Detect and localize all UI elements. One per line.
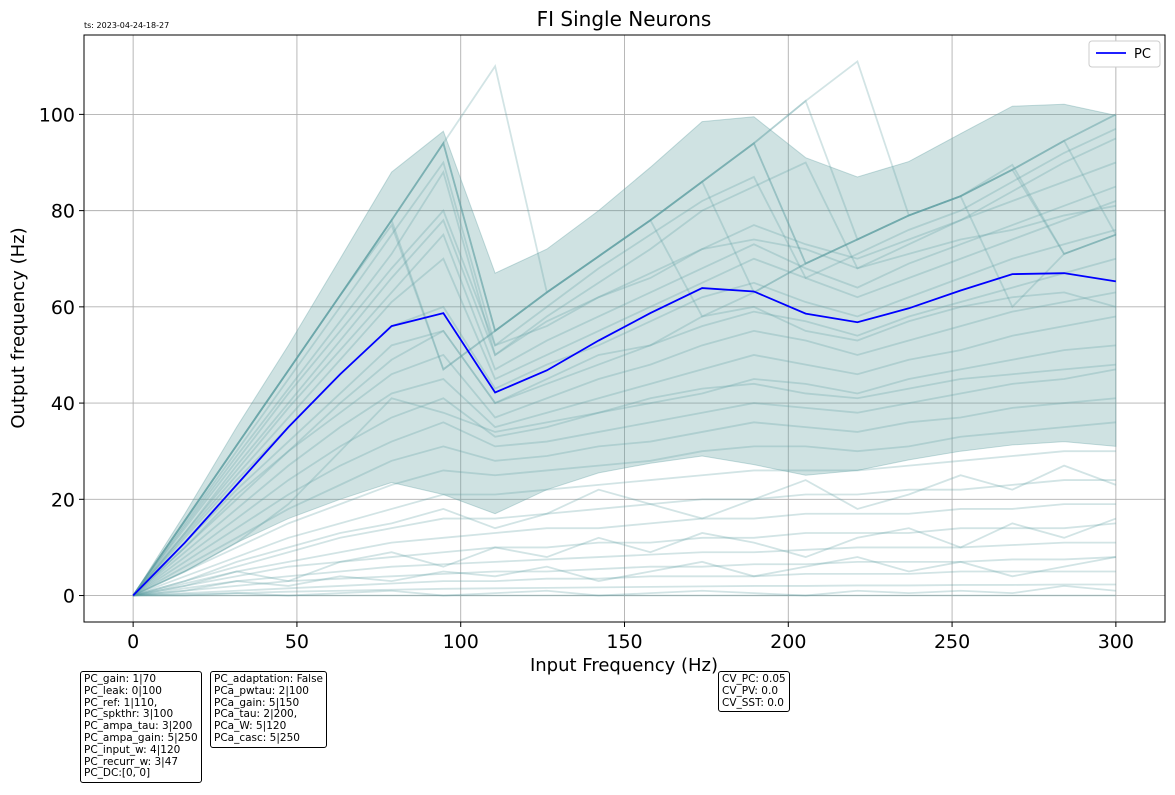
neuron-line	[132, 397, 1116, 597]
neuron-line	[132, 421, 1116, 597]
info-line: PC_input_w: 4|120	[84, 743, 181, 756]
x-tick-label: 100	[443, 631, 479, 653]
y-tick-label: 0	[63, 586, 75, 608]
neuron-lines	[132, 59, 1117, 597]
neuron-line	[132, 503, 1116, 597]
legend-box	[1088, 40, 1161, 68]
info-line: PC_adaptation: False	[214, 673, 324, 685]
x-tick-label: 250	[934, 631, 970, 653]
neuron-line	[132, 139, 1117, 597]
neuron-line	[132, 257, 1117, 597]
neuron-line	[132, 291, 1117, 597]
y-tick-label: 20	[51, 489, 75, 511]
neuron-line	[132, 368, 1117, 597]
info-line: PC_gain: 1|70	[84, 673, 157, 685]
mean-line-pc	[132, 272, 1117, 597]
neuron-line	[132, 479, 1116, 597]
neuron-line	[132, 315, 1117, 597]
neuron-line	[132, 59, 1117, 597]
info-line: PC_ampa_tau: 3|200	[84, 720, 193, 733]
neuron-line	[133, 583, 1116, 597]
neuron-line	[133, 556, 1117, 597]
info-box-pca-params: PC_adaptation: False PCa_pwtau: 2|100 PCa_…	[210, 671, 328, 748]
neuron-line	[132, 141, 1117, 597]
neuron-line	[132, 344, 1116, 597]
x-axis-label: Input Frequency (Hz)	[530, 655, 718, 676]
neuron-line	[132, 161, 1117, 597]
neuron-line	[132, 517, 1117, 597]
neuron-line	[132, 450, 1116, 597]
info-line: PCa_W: 5|120	[214, 720, 287, 733]
neuron-line	[132, 185, 1117, 597]
info-line: CV_SST: 0.0	[722, 696, 784, 709]
timestamp-label: ts: 2023-04-24-18-27	[84, 21, 169, 30]
neuron-line	[132, 464, 1117, 597]
legend: PC	[1088, 40, 1161, 68]
neuron-line	[133, 570, 1116, 597]
neuron-line	[132, 363, 1116, 597]
y-tick-label: 100	[39, 104, 75, 126]
x-tick-label: 150	[606, 631, 642, 653]
neuron-line	[132, 200, 1117, 597]
neuron-line	[132, 168, 1117, 597]
info-line: PCa_pwtau: 2|100	[214, 684, 309, 697]
info-line: PCa_casc: 5|250	[214, 731, 300, 744]
info-line: CV_PV: 0.0	[722, 684, 778, 697]
y-axis-ticks: 0 20 40 60 80 100	[39, 104, 84, 608]
chart-title: FI Single Neurons	[537, 7, 712, 31]
neuron-line	[132, 522, 1116, 597]
y-axis-label: Output frequency (Hz)	[8, 227, 29, 428]
x-tick-label: 50	[285, 631, 309, 653]
info-line: PC_spkthr: 3|100	[84, 708, 174, 721]
y-tick-label: 40	[51, 393, 75, 415]
info-box-pc-params: PC_gain: 1|70 PC_leak: 0|100 PC_ref: 1|110…	[80, 671, 202, 784]
info-line: PC_ref: 1|110,	[84, 696, 158, 709]
info-line: PC_ampa_gain: 5|250	[84, 731, 198, 744]
neuron-line	[132, 291, 1117, 597]
info-line: PC_recurr_w: 3|47	[84, 755, 179, 768]
x-tick-label: 0	[127, 631, 139, 653]
x-tick-label: 300	[1098, 631, 1134, 653]
neuron-line	[132, 204, 1117, 597]
legend-label-pc: PC	[1134, 47, 1151, 62]
info-box-cv: CV_PC: 0.05 CV_PV: 0.0 CV_SST: 0.0	[718, 671, 790, 713]
neuron-line	[133, 585, 1116, 597]
info-line: PC_leak: 0|100	[84, 684, 162, 697]
neuron-line	[133, 556, 1116, 597]
neuron-line	[133, 541, 1116, 597]
grid-lines	[84, 35, 1165, 622]
neuron-line	[132, 128, 1117, 597]
info-line: PCa_gain: 5|150	[214, 696, 300, 709]
info-line: CV_PC: 0.05	[722, 673, 786, 685]
info-line: PCa_tau: 2|200,	[214, 708, 298, 721]
neuron-line	[132, 141, 1117, 597]
x-tick-label: 200	[770, 631, 806, 653]
x-axis-ticks: 0 50 100 150 200 250 300	[127, 622, 1134, 653]
info-line: PC_DC:[0, 0]	[84, 767, 151, 780]
y-tick-label: 60	[51, 297, 75, 319]
mean-line	[132, 272, 1117, 597]
neuron-line	[132, 99, 1117, 597]
neuron-line	[132, 137, 1117, 597]
y-tick-label: 80	[51, 201, 75, 223]
